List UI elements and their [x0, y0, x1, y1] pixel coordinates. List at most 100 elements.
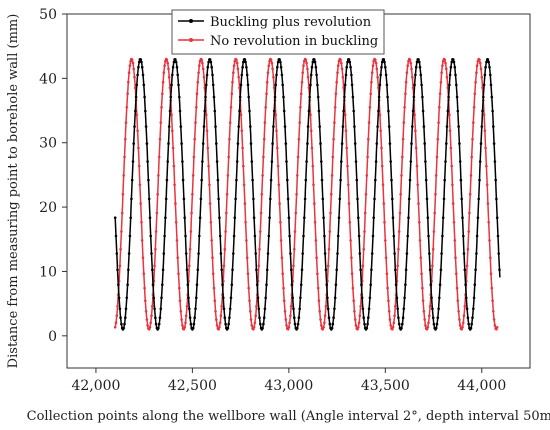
data-point [248, 299, 251, 303]
data-point [407, 197, 411, 201]
data-point [191, 326, 195, 330]
data-point [205, 129, 209, 133]
data-point [341, 125, 345, 128]
data-point [435, 155, 439, 159]
data-point [118, 264, 122, 268]
data-point [257, 307, 261, 311]
data-point [214, 310, 217, 313]
x-tick-label: 43,500 [361, 378, 410, 394]
data-point [127, 268, 130, 272]
data-point [296, 155, 300, 159]
data-point [391, 326, 395, 329]
data-point [428, 268, 432, 272]
data-point [279, 221, 282, 224]
data-point [424, 324, 427, 327]
data-point [127, 71, 131, 74]
data-point [472, 106, 476, 109]
legend-label-no-revolution: No revolution in buckling [210, 34, 378, 49]
data-point [130, 197, 133, 201]
data-point [421, 286, 424, 290]
data-point [202, 125, 206, 128]
data-point [301, 252, 305, 255]
data-point [195, 106, 198, 109]
data-point [292, 307, 295, 311]
data-point [191, 192, 194, 196]
data-point [353, 142, 357, 145]
data-point [174, 58, 177, 61]
data-point [142, 272, 146, 276]
data-point [388, 142, 392, 145]
data-point [417, 58, 420, 61]
data-point [414, 65, 418, 69]
data-point [185, 268, 189, 272]
data-point [378, 113, 382, 117]
data-point [262, 155, 265, 159]
data-point [342, 109, 345, 113]
data-point [183, 216, 186, 219]
data-point [306, 75, 310, 79]
data-point [414, 146, 418, 150]
data-point [314, 239, 318, 242]
data-point [490, 286, 494, 290]
data-point [492, 310, 495, 313]
data-point [166, 61, 169, 65]
data-point [466, 316, 470, 320]
data-point [232, 71, 235, 74]
data-point [239, 113, 243, 117]
data-point [299, 92, 303, 96]
data-point [157, 174, 160, 177]
data-point [176, 73, 179, 77]
data-point [439, 268, 443, 272]
data-point [375, 142, 379, 145]
data-point [350, 256, 353, 260]
data-point [368, 106, 372, 109]
data-point [215, 324, 219, 327]
data-point [252, 197, 255, 201]
data-point [304, 178, 308, 182]
data-point [401, 316, 405, 320]
data-point [336, 64, 340, 67]
data-point [330, 192, 333, 196]
data-point [145, 318, 149, 321]
data-point [375, 67, 379, 71]
data-point [115, 314, 119, 318]
data-point [270, 61, 274, 65]
data-point [156, 192, 159, 196]
data-point [330, 174, 334, 177]
data-point [177, 272, 180, 276]
data-point [320, 178, 324, 182]
data-point [328, 322, 332, 326]
data-point [476, 216, 480, 219]
data-point [242, 183, 246, 187]
data-point [373, 197, 376, 201]
data-point [400, 174, 403, 177]
data-point [367, 307, 371, 311]
data-point [299, 296, 302, 300]
data-point [298, 121, 302, 124]
data-point [311, 60, 315, 64]
data-point [352, 109, 356, 113]
data-point [161, 92, 164, 96]
data-point [318, 310, 322, 313]
data-point [368, 296, 372, 300]
data-point [114, 234, 118, 238]
data-point [345, 146, 349, 150]
data-point [434, 192, 437, 196]
data-point [463, 268, 467, 272]
data-point [473, 92, 477, 96]
data-point [340, 160, 343, 163]
data-point [287, 326, 291, 329]
data-point [243, 202, 247, 205]
data-point [189, 230, 193, 233]
data-point [173, 183, 176, 187]
data-point [250, 324, 254, 327]
data-point [265, 268, 269, 272]
series-layer [113, 57, 501, 331]
data-point [170, 83, 173, 87]
data-point [267, 64, 271, 67]
data-point [383, 221, 386, 224]
data-point [260, 192, 264, 196]
data-point [243, 58, 247, 61]
data-point [185, 305, 189, 308]
data-point [387, 125, 391, 128]
